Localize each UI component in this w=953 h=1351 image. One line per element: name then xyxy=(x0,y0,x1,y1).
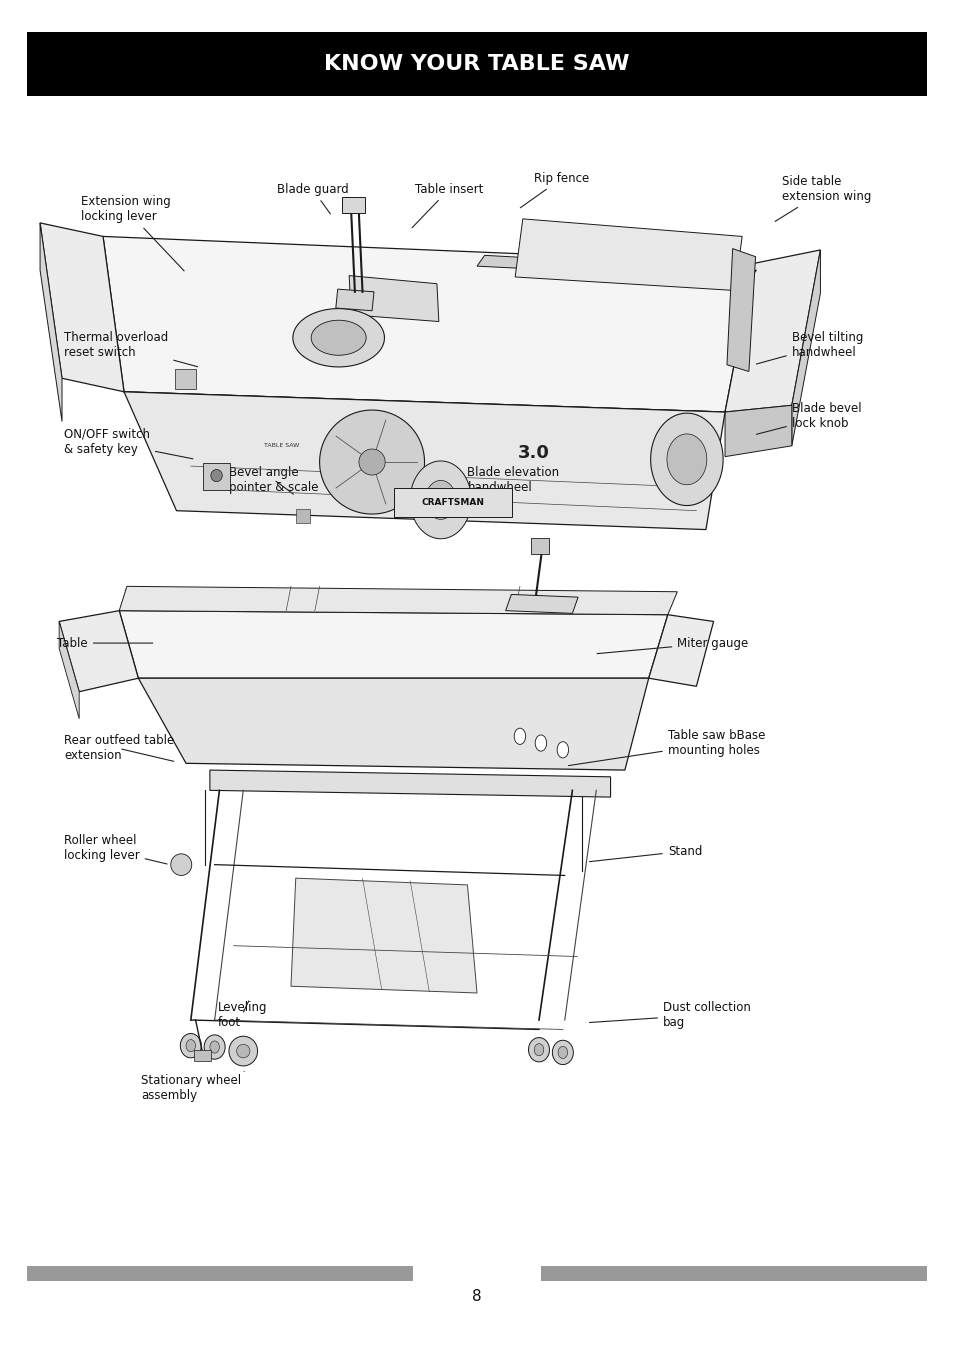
Bar xyxy=(540,1266,926,1281)
Polygon shape xyxy=(791,250,820,446)
FancyBboxPatch shape xyxy=(394,488,512,517)
Text: Thermal overload
reset switch: Thermal overload reset switch xyxy=(64,331,197,366)
Polygon shape xyxy=(138,678,648,770)
Ellipse shape xyxy=(186,1040,195,1051)
Text: CRAFTSMAN: CRAFTSMAN xyxy=(421,499,484,507)
Polygon shape xyxy=(124,392,724,530)
Ellipse shape xyxy=(528,1038,549,1062)
Polygon shape xyxy=(335,289,374,311)
Text: Rip fence: Rip fence xyxy=(519,172,589,208)
Polygon shape xyxy=(103,236,753,412)
Polygon shape xyxy=(666,434,706,485)
Polygon shape xyxy=(119,586,677,615)
Text: Extension wing
locking lever: Extension wing locking lever xyxy=(81,196,184,272)
Bar xyxy=(531,538,548,554)
Text: Blade elevation
handwheel: Blade elevation handwheel xyxy=(435,466,559,501)
Text: Table insert: Table insert xyxy=(412,182,483,228)
Ellipse shape xyxy=(236,1044,250,1058)
Text: Miter gauge: Miter gauge xyxy=(597,636,748,654)
Polygon shape xyxy=(40,223,124,392)
Text: Bevel tilting
handwheel: Bevel tilting handwheel xyxy=(756,331,862,363)
Circle shape xyxy=(535,735,546,751)
Bar xyxy=(203,463,230,490)
Polygon shape xyxy=(311,320,366,355)
Text: 3.0: 3.0 xyxy=(517,443,550,462)
Ellipse shape xyxy=(180,1034,201,1058)
Polygon shape xyxy=(410,461,471,539)
Polygon shape xyxy=(319,411,424,513)
Text: Stationary wheel
assembly: Stationary wheel assembly xyxy=(141,1071,244,1101)
Text: KNOW YOUR TABLE SAW: KNOW YOUR TABLE SAW xyxy=(324,54,629,74)
Polygon shape xyxy=(293,308,384,367)
Ellipse shape xyxy=(210,1042,219,1054)
Text: Stand: Stand xyxy=(589,844,701,862)
Polygon shape xyxy=(724,250,820,412)
Text: Dust collection
bag: Dust collection bag xyxy=(589,1001,750,1028)
Bar xyxy=(174,369,195,389)
Text: Bevel angle
pointer & scale: Bevel angle pointer & scale xyxy=(229,466,318,494)
Polygon shape xyxy=(59,611,138,692)
Polygon shape xyxy=(724,405,791,457)
Ellipse shape xyxy=(534,1044,543,1056)
Bar xyxy=(27,32,926,96)
Text: ON/OFF switch
& safety key: ON/OFF switch & safety key xyxy=(64,428,193,459)
Text: TABLE SAW: TABLE SAW xyxy=(264,443,298,449)
Text: 8: 8 xyxy=(472,1289,481,1305)
Ellipse shape xyxy=(211,469,222,482)
Polygon shape xyxy=(650,413,722,505)
Bar xyxy=(27,1266,413,1281)
Text: Blade guard: Blade guard xyxy=(276,182,348,213)
Ellipse shape xyxy=(552,1040,573,1065)
Text: Rear outfeed table
extension: Rear outfeed table extension xyxy=(64,735,174,762)
Text: Roller wheel
locking lever: Roller wheel locking lever xyxy=(64,835,167,865)
Polygon shape xyxy=(425,481,456,519)
Polygon shape xyxy=(726,249,755,372)
Polygon shape xyxy=(505,594,578,613)
Circle shape xyxy=(514,728,525,744)
Circle shape xyxy=(557,742,568,758)
Text: Side table
extension wing: Side table extension wing xyxy=(774,176,871,222)
Text: Leveling
foot: Leveling foot xyxy=(217,1001,267,1028)
Text: Table: Table xyxy=(57,636,152,650)
Bar xyxy=(341,197,365,213)
Polygon shape xyxy=(291,878,476,993)
Ellipse shape xyxy=(558,1046,567,1059)
Polygon shape xyxy=(210,770,610,797)
Polygon shape xyxy=(40,223,62,422)
Polygon shape xyxy=(119,611,667,678)
Text: Blade bevel
lock knob: Blade bevel lock knob xyxy=(756,403,861,434)
Ellipse shape xyxy=(229,1036,257,1066)
Polygon shape xyxy=(349,276,438,322)
Text: Table saw bBase
mounting holes: Table saw bBase mounting holes xyxy=(568,730,764,766)
Ellipse shape xyxy=(204,1035,225,1059)
Bar xyxy=(295,509,310,523)
Ellipse shape xyxy=(171,854,192,875)
Polygon shape xyxy=(59,621,79,719)
Polygon shape xyxy=(515,219,741,290)
Polygon shape xyxy=(476,255,756,280)
Polygon shape xyxy=(648,615,713,686)
Bar xyxy=(193,1050,211,1061)
Polygon shape xyxy=(358,449,385,476)
